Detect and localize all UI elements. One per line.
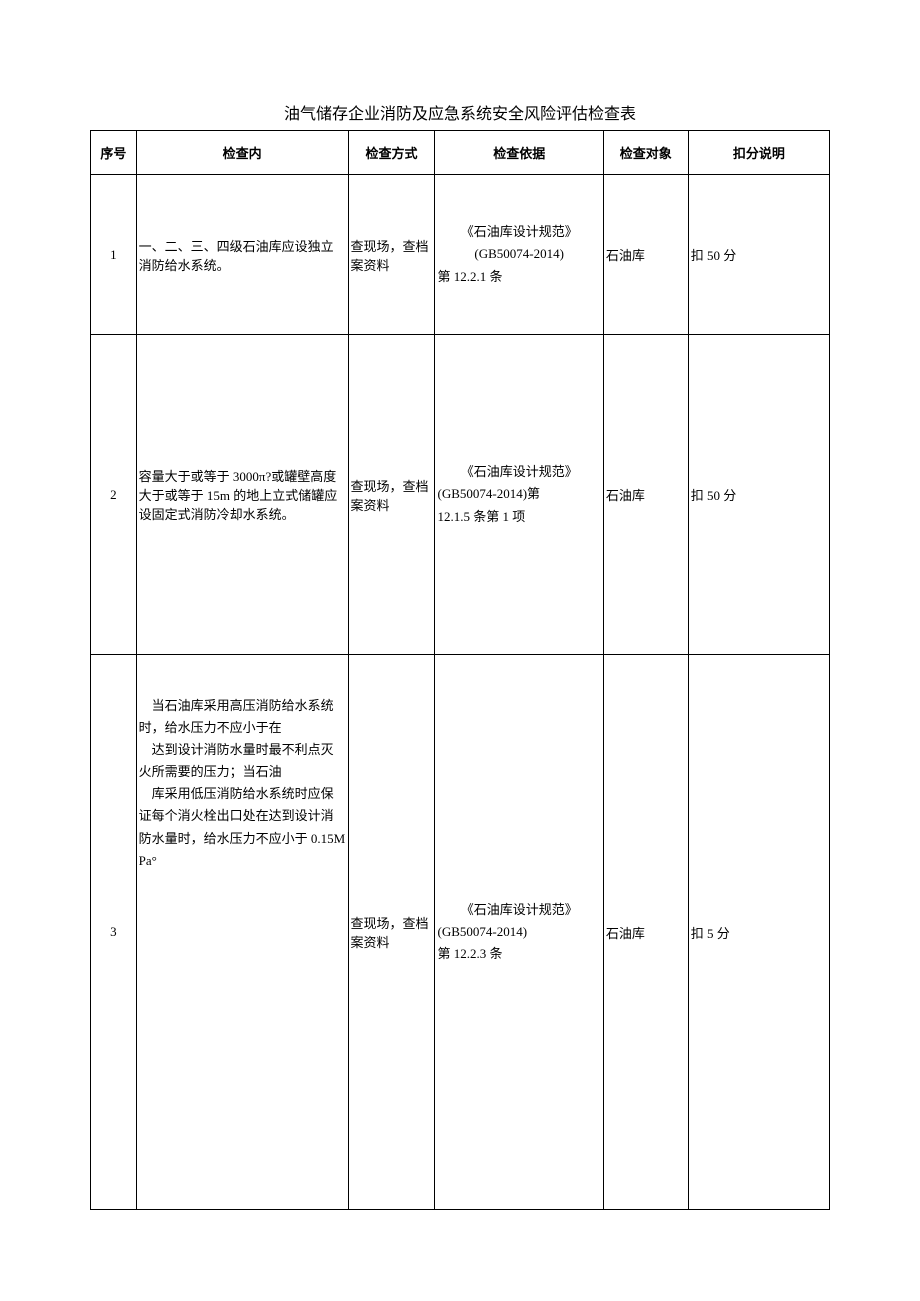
cell-basis: 《石油库设计规范》 (GB50074-2014) 第 12.2.3 条	[435, 655, 603, 1210]
basis-line: 12.1.5 条第 1 项	[437, 506, 600, 528]
cell-object: 石油库	[603, 175, 688, 335]
col-header-deduct: 扣分说明	[688, 131, 829, 175]
cell-deduct: 扣 50 分	[688, 175, 829, 335]
table-header-row: 序号 检查内 检查方式 检查依据 检查对象 扣分说明	[91, 131, 830, 175]
cell-method: 查现场，查档案资料	[348, 335, 435, 655]
content-para: 当石油库采用高压消防给水系统时，给水压力不应小于在	[139, 695, 346, 739]
cell-object: 石油库	[603, 335, 688, 655]
basis-line: (GB50074-2014)	[437, 243, 600, 265]
checklist-table: 序号 检查内 检查方式 检查依据 检查对象 扣分说明 1 一、二、三、四级石油库…	[90, 130, 830, 1210]
cell-object: 石油库	[603, 655, 688, 1210]
cell-deduct: 扣 50 分	[688, 335, 829, 655]
cell-basis: 《石油库设计规范》 (GB50074-2014) 第 12.2.1 条	[435, 175, 603, 335]
cell-content: 容量大于或等于 3000π?或罐壁高度大于或等于 15m 的地上立式储罐应设固定…	[136, 335, 348, 655]
cell-seq: 2	[91, 335, 137, 655]
col-header-method: 检查方式	[348, 131, 435, 175]
table-row: 3 当石油库采用高压消防给水系统时，给水压力不应小于在 达到设计消防水量时最不利…	[91, 655, 830, 1210]
basis-line: 第 12.2.1 条	[437, 266, 600, 288]
cell-seq: 3	[91, 655, 137, 1210]
col-header-seq: 序号	[91, 131, 137, 175]
page-title: 油气储存企业消防及应急系统安全风险评估检查表	[90, 100, 830, 124]
col-header-object: 检查对象	[603, 131, 688, 175]
cell-content: 一、二、三、四级石油库应设独立消防给水系统。	[136, 175, 348, 335]
cell-method: 查现场，查档案资料	[348, 655, 435, 1210]
col-header-content: 检查内	[136, 131, 348, 175]
cell-basis: 《石油库设计规范》 (GB50074-2014)第 12.1.5 条第 1 项	[435, 335, 603, 655]
content-para: 达到设计消防水量时最不利点灭火所需要的压力；当石油	[139, 739, 346, 783]
basis-line: 《石油库设计规范》	[437, 899, 600, 921]
basis-line: 《石油库设计规范》	[437, 461, 600, 483]
content-para: 库采用低压消防给水系统时应保证每个消火栓出口处在达到设计消防水量时，给水压力不应…	[139, 783, 346, 871]
table-row: 2 容量大于或等于 3000π?或罐壁高度大于或等于 15m 的地上立式储罐应设…	[91, 335, 830, 655]
basis-line: (GB50074-2014)第	[437, 483, 600, 505]
table-row: 1 一、二、三、四级石油库应设独立消防给水系统。 查现场，查档案资料 《石油库设…	[91, 175, 830, 335]
cell-method: 查现场，查档案资料	[348, 175, 435, 335]
cell-deduct: 扣 5 分	[688, 655, 829, 1210]
basis-line: (GB50074-2014)	[437, 921, 600, 943]
basis-line: 《石油库设计规范》	[437, 221, 600, 243]
basis-line: 第 12.2.3 条	[437, 943, 600, 965]
cell-seq: 1	[91, 175, 137, 335]
cell-content: 当石油库采用高压消防给水系统时，给水压力不应小于在 达到设计消防水量时最不利点灭…	[136, 655, 348, 1210]
col-header-basis: 检查依据	[435, 131, 603, 175]
